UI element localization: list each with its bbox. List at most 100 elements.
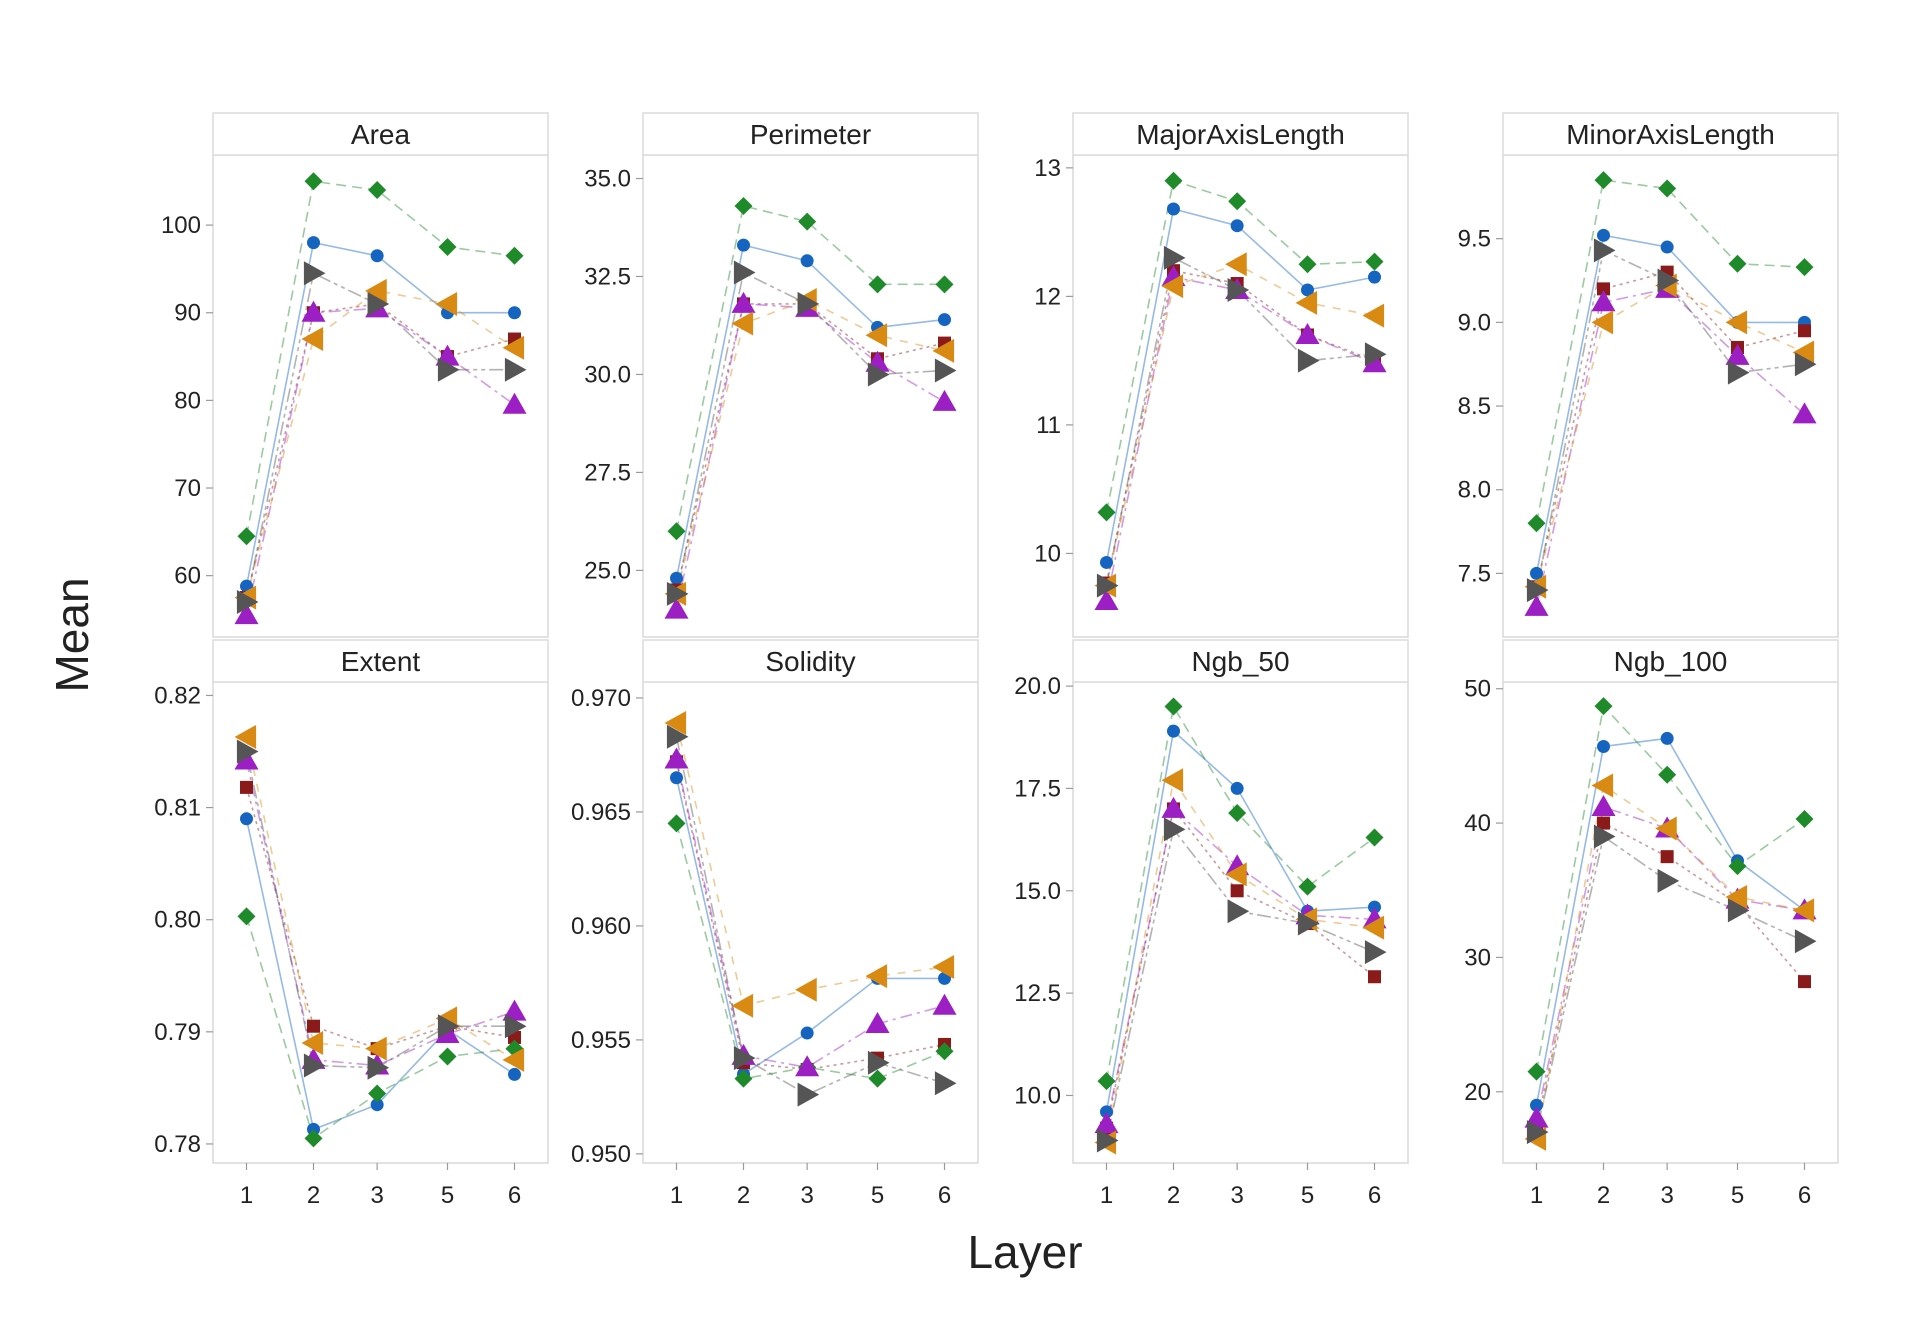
data-point-triangle-right <box>666 581 689 606</box>
data-point-diamond <box>1728 254 1747 273</box>
y-tick-label: 8.0 <box>1458 477 1491 504</box>
series-points-diamond <box>1527 697 1814 1081</box>
panel-strip <box>1072 112 1409 156</box>
data-point-diamond <box>1365 252 1384 271</box>
panel-title: Extent <box>341 646 421 677</box>
data-point-circle <box>1660 731 1674 745</box>
data-point-circle <box>1230 781 1244 795</box>
data-point-diamond <box>438 1047 457 1066</box>
data-point-diamond <box>667 814 686 833</box>
data-point-triangle-right <box>666 724 689 749</box>
data-point-triangle-left <box>932 338 955 363</box>
data-point-circle <box>1368 900 1381 914</box>
data-point-diamond <box>237 527 256 546</box>
data-point-circle <box>307 236 320 250</box>
data-point-circle <box>1167 202 1180 216</box>
y-tick-label: 60 <box>174 563 201 590</box>
data-point-triangle-left <box>664 711 687 736</box>
data-point-diamond <box>1365 828 1384 847</box>
series-points-triangle-right <box>666 724 957 1107</box>
data-point-diamond <box>1298 877 1317 896</box>
data-point-triangle-right <box>1297 911 1320 936</box>
series-points-triangle-right <box>1096 245 1387 598</box>
panel-title: Ngb_100 <box>1614 646 1728 677</box>
data-point-triangle-right <box>1227 277 1250 302</box>
data-point-triangle-right <box>1794 352 1817 377</box>
data-point-triangle-left <box>1362 915 1385 940</box>
y-axis-ticks: 0.950 0.955 0.960 0.965 0.970 <box>571 685 643 1168</box>
y-tick-label: 7.5 <box>1458 560 1491 587</box>
data-point-triangle-right <box>797 291 820 316</box>
data-point-square <box>1597 816 1610 830</box>
series-points-diamond <box>237 172 524 546</box>
data-point-circle <box>1230 219 1244 233</box>
y-axis-ticks: 10.0 12.5 15.0 17.5 20.0 <box>1014 673 1073 1109</box>
data-point-triangle-right <box>367 1055 390 1080</box>
data-point-diamond <box>1228 803 1247 822</box>
data-point-triangle-right <box>1657 268 1680 293</box>
x-axis-ticks: 1 2 3 5 6 <box>1100 1163 1381 1209</box>
data-point-diamond <box>1097 503 1116 522</box>
data-point-triangle-right <box>1526 1120 1549 1145</box>
y-axis-ticks: 7.5 8.0 8.5 9.0 9.5 <box>1458 226 1503 587</box>
data-point-triangle-left <box>1225 862 1247 887</box>
data-point-triangle-up <box>1591 794 1616 816</box>
data-point-triangle-right <box>236 589 259 614</box>
data-point-square <box>307 1019 320 1033</box>
data-point-square <box>1368 970 1381 984</box>
data-point-diamond <box>1658 765 1677 784</box>
data-point-triangle-right <box>1096 573 1119 598</box>
data-point-diamond <box>237 907 256 926</box>
data-point-diamond <box>438 238 457 257</box>
y-tick-label: 90 <box>174 300 201 327</box>
y-tick-label: 0.955 <box>571 1027 631 1054</box>
y-tick-label: 17.5 <box>1014 775 1061 802</box>
panel-majoraxislength: MajorAxisLength 10 11 12 13 <box>1034 112 1409 638</box>
data-point-triangle-left <box>502 1047 525 1072</box>
data-point-diamond <box>868 275 887 294</box>
data-point-triangle-up <box>932 389 957 411</box>
data-point-triangle-up <box>731 291 756 313</box>
data-point-diamond <box>734 1069 753 1088</box>
y-tick-label: 9.5 <box>1458 226 1491 253</box>
data-point-circle <box>370 249 384 263</box>
data-point-triangle-left <box>795 977 817 1002</box>
data-point-diamond <box>1298 255 1317 274</box>
data-point-triangle-left <box>1725 310 1748 335</box>
y-tick-label: 0.79 <box>154 1019 201 1046</box>
data-point-diamond <box>304 172 323 191</box>
x-axis-ticks: 1 2 3 5 6 <box>1530 1163 1811 1209</box>
data-point-triangle-up <box>234 603 259 625</box>
data-point-triangle-left <box>865 964 888 989</box>
data-point-triangle-left <box>865 323 888 348</box>
data-point-triangle-right <box>1364 342 1387 367</box>
data-point-circle <box>800 1026 814 1040</box>
data-point-circle <box>1597 228 1610 242</box>
y-tick-label: 9.0 <box>1458 309 1491 336</box>
data-point-triangle-up <box>301 300 326 322</box>
x-axis-ticks: 1 2 3 5 6 <box>240 1163 521 1209</box>
y-tick-label: 15.0 <box>1014 878 1061 905</box>
data-point-triangle-right <box>437 357 460 382</box>
data-point-triangle-right <box>934 358 957 383</box>
data-point-diamond <box>935 275 954 294</box>
data-point-diamond <box>1594 171 1613 190</box>
data-point-triangle-right <box>437 1014 460 1039</box>
data-point-diamond <box>1164 697 1183 716</box>
series-line-square <box>1105 807 1375 1129</box>
data-point-diamond <box>505 246 524 265</box>
y-tick-label: 50 <box>1464 676 1491 703</box>
data-point-triangle-left <box>731 993 754 1018</box>
panel-strip <box>1502 639 1839 683</box>
panel-ngb_100: Ngb_100 20 30 40 50 1 2 3 5 6 <box>1464 639 1839 1209</box>
data-point-triangle-right <box>934 1071 957 1096</box>
data-point-triangle-left <box>365 1036 387 1061</box>
series-points-triangle-right <box>1096 817 1387 1153</box>
data-point-circle <box>800 254 814 268</box>
data-point-triangle-right <box>236 739 259 764</box>
data-point-triangle-left <box>1655 816 1677 841</box>
series-line-triangle-right <box>1105 256 1375 586</box>
y-tick-label: 30.0 <box>584 361 631 388</box>
y-tick-label: 0.80 <box>154 907 201 934</box>
y-tick-label: 0.970 <box>571 685 631 712</box>
